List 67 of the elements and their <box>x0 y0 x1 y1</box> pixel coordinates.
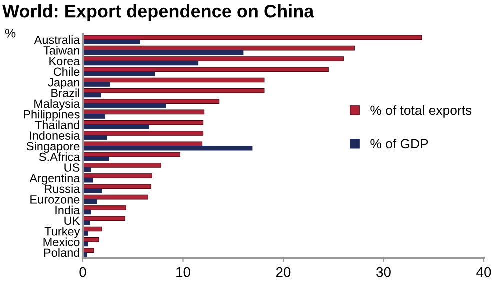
bar <box>83 238 100 242</box>
bar <box>83 50 244 55</box>
bar <box>83 163 162 168</box>
bar <box>83 88 265 94</box>
bar <box>83 82 110 87</box>
bar <box>83 103 166 108</box>
bar <box>83 40 140 44</box>
y-tick-label: Chile <box>54 67 80 76</box>
bar <box>83 71 156 76</box>
bar <box>83 67 329 72</box>
bar <box>83 188 102 194</box>
bar <box>83 178 94 183</box>
bar <box>83 220 90 226</box>
y-tick-label: Argentina <box>30 174 80 185</box>
y-tick-label: Indonesia <box>30 131 80 140</box>
y-tick-label: Turkey <box>44 227 80 238</box>
bar <box>83 131 204 136</box>
bar <box>83 78 265 83</box>
y-tick-label: Singapore <box>26 142 80 153</box>
y-tick-label: Taiwan <box>44 46 80 55</box>
bar <box>83 248 94 253</box>
y-tick-label: Brazil <box>52 88 80 98</box>
bar <box>83 142 203 147</box>
y-tick-label: Mexico <box>44 238 80 246</box>
bar <box>83 60 199 66</box>
y-tick-label: Poland <box>44 248 80 258</box>
y-tick-label: Australia <box>34 36 80 44</box>
x-tick-label: 20 <box>276 267 291 278</box>
legend-label: % of total exports <box>370 106 472 118</box>
bar <box>83 216 126 222</box>
bar <box>83 120 204 126</box>
bar <box>83 135 108 140</box>
bar <box>83 35 422 40</box>
chart-title: World: Export dependence on China <box>2 4 314 22</box>
y-tick-label: Thailand <box>35 120 80 130</box>
y-axis-title: % <box>5 29 16 38</box>
x-tick-label: 10 <box>176 267 190 278</box>
y-tick-label: S.Africa <box>39 152 80 162</box>
bar <box>83 99 220 104</box>
x-tick-label: 40 <box>476 267 492 278</box>
bar <box>83 194 148 200</box>
bar <box>83 199 98 204</box>
y-tick-label: Korea <box>50 57 80 66</box>
bar <box>83 174 152 178</box>
y-tick-label: India <box>56 206 80 214</box>
bar <box>83 206 126 210</box>
bar <box>83 46 355 51</box>
bar <box>83 92 102 98</box>
bar <box>83 146 253 151</box>
legend-label: % of GDP <box>370 138 428 149</box>
bar <box>83 110 205 115</box>
y-tick-label: UK <box>64 216 80 226</box>
y-tick-label: Malaysia <box>34 99 80 110</box>
x-tick-label: 30 <box>376 267 391 278</box>
bar <box>83 114 106 119</box>
bar <box>83 156 110 162</box>
bar <box>83 124 150 130</box>
bar <box>83 56 344 62</box>
x-tick-label: 0 <box>80 267 86 278</box>
y-tick-label: Philippines <box>24 110 80 122</box>
y-tick-label: US <box>64 164 80 172</box>
bar <box>83 184 152 190</box>
y-tick-label: Eurozone <box>30 196 80 204</box>
y-tick-label: Russia <box>45 184 80 194</box>
y-tick-label: Japan <box>48 78 80 90</box>
bar <box>83 167 92 172</box>
bar <box>83 152 181 158</box>
